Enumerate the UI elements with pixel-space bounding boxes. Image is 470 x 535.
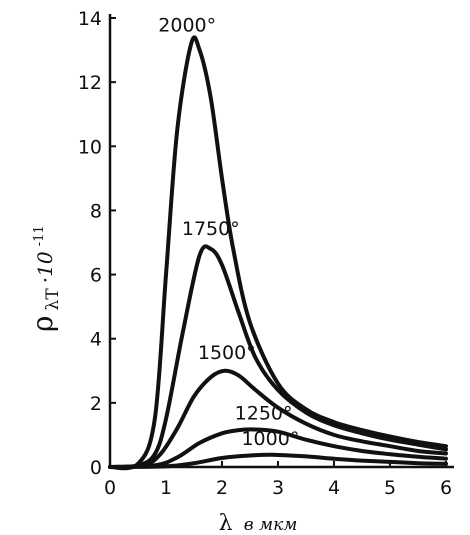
series-line-2000 <box>108 35 448 471</box>
y-tick-label: 12 <box>78 72 102 94</box>
y-axis-rest: ·10 <box>33 251 57 283</box>
y-tick-label: 6 <box>90 265 102 287</box>
series-line-1250 <box>108 427 448 469</box>
x-tick-label: 6 <box>440 477 452 499</box>
series-label: 1000° <box>241 428 299 450</box>
y-tick-label: 2 <box>90 393 102 415</box>
series-label: 1250° <box>235 402 293 424</box>
curves-group <box>108 35 448 471</box>
x-tick-label: 5 <box>384 477 396 499</box>
x-tick-label: 3 <box>272 477 284 499</box>
x-axis-symbol: λ <box>219 511 233 535</box>
series-line-1000 <box>108 452 448 469</box>
x-tick-label: 0 <box>104 477 116 499</box>
x-axis-unit: в мкм <box>244 515 298 535</box>
x-tick-label: 4 <box>328 477 340 499</box>
series-line-1500 <box>108 368 448 469</box>
y-tick-label: 10 <box>78 136 102 158</box>
x-tick-label: 2 <box>216 477 228 499</box>
y-axis-sub: λT <box>43 288 63 311</box>
x-axis-label: λ в мкм <box>219 511 298 535</box>
series-label: 1750° <box>182 218 240 240</box>
y-tick-label: 14 <box>78 8 102 30</box>
y-axis-main: ρ <box>26 316 59 332</box>
y-tick-label: 0 <box>90 457 102 479</box>
y-tick-label: 8 <box>90 200 102 222</box>
y-axis-exp: -11 <box>32 225 47 246</box>
series-label: 2000° <box>158 15 216 37</box>
y-tick-label: 4 <box>90 329 102 351</box>
series-label: 1500° <box>198 342 256 364</box>
x-tick-label: 1 <box>160 477 172 499</box>
y-axis-label: ρ λT ·10 -11 <box>26 225 63 332</box>
labels-group: 2000° 1750° 1500° 1250° 1000° <box>158 15 299 450</box>
series-line-1750 <box>108 244 448 469</box>
